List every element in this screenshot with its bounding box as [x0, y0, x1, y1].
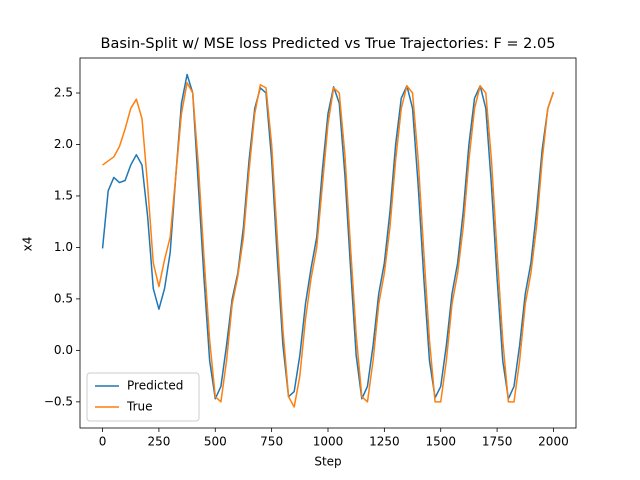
x-axis-label: Step — [314, 455, 341, 469]
legend-label: Predicted — [127, 379, 183, 393]
x-tick-label: 1000 — [313, 435, 344, 449]
x-tick-label: 500 — [204, 435, 227, 449]
y-tick-label: 2.0 — [54, 137, 73, 151]
chart-title: Basin-Split w/ MSE loss Predicted vs Tru… — [101, 36, 556, 52]
x-tick-label: 2000 — [538, 435, 569, 449]
x-tick-label: 750 — [260, 435, 283, 449]
y-tick-label: 2.5 — [54, 86, 73, 100]
y-tick-label: 1.0 — [54, 240, 73, 254]
y-tick-label: 1.5 — [54, 188, 73, 202]
legend-box — [86, 372, 200, 422]
x-tick-label: 0 — [99, 435, 107, 449]
y-tick-label: 0.0 — [54, 343, 73, 357]
axes-frame — [79, 57, 577, 429]
x-tick-label: 1500 — [425, 435, 456, 449]
x-tick-label: 1750 — [482, 435, 513, 449]
x-tick-label: 1250 — [369, 435, 400, 449]
y-tick-label: 0.5 — [54, 291, 73, 305]
line-series — [102, 81, 555, 408]
legend-label: True — [126, 400, 153, 414]
x-tick-label: 250 — [147, 435, 170, 449]
y-tick-label: −0.5 — [44, 394, 73, 408]
y-axis-label: x4 — [21, 237, 35, 252]
